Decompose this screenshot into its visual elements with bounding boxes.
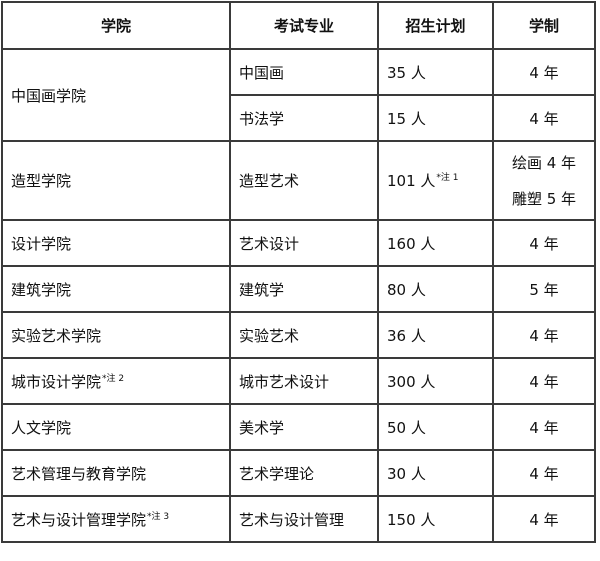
table-row: 艺术管理与教育学院 艺术学理论 30 人 4 年 <box>1 449 596 497</box>
plan-cell: 80 人 <box>377 265 494 313</box>
duration-cell: 4 年 <box>492 357 596 405</box>
major-cell-text: 城市艺术设计 <box>239 372 330 391</box>
table-row: 建筑学院 建筑学 80 人 5 年 <box>1 265 596 313</box>
duration-cell-text: 5 年 <box>529 280 559 299</box>
major-cell-text: 中国画 <box>239 63 285 82</box>
major-cell: 书法学 <box>229 94 379 142</box>
duration-cell: 4 年 <box>492 449 596 497</box>
college-cell: 设计学院 <box>1 219 231 267</box>
header-duration: 学制 <box>492 1 596 50</box>
duration-cell-text: 4 年 <box>529 326 559 345</box>
plan-cell-text: 15 人 <box>387 109 426 128</box>
duration-cell: 4 年 <box>492 94 596 142</box>
plan-cell-text: 101 人 <box>387 172 436 190</box>
table-row: 中国画学院 中国画 35 人 4 年 <box>1 48 596 142</box>
plan-cell: 36 人 <box>377 311 494 359</box>
college-cell-text: 实验艺术学院 <box>11 326 102 345</box>
major-cell-text: 艺术设计 <box>239 234 300 253</box>
duration-cell-text: 4 年 <box>529 109 559 128</box>
plan-cell: 15 人 <box>377 94 494 142</box>
major-cell-text: 书法学 <box>239 109 285 128</box>
plan-cell-text: 300 人 <box>387 372 436 391</box>
college-cell: 人文学院 <box>1 403 231 451</box>
plan-cell-text: 150 人 <box>387 510 436 529</box>
table-row: 人文学院 美术学 50 人 4 年 <box>1 403 596 451</box>
college-cell: 艺术管理与教育学院 <box>1 449 231 497</box>
major-cell-text: 美术学 <box>239 418 285 437</box>
major-cell-text: 实验艺术 <box>239 326 300 345</box>
major-cell-text: 建筑学 <box>239 280 285 299</box>
major-cell: 美术学 <box>229 403 379 451</box>
college-cell: 实验艺术学院 <box>1 311 231 359</box>
plan-cell-text: 36 人 <box>387 326 426 345</box>
major-cell: 城市艺术设计 <box>229 357 379 405</box>
duration-cell: 5 年 <box>492 265 596 313</box>
plan-cell-text: 80 人 <box>387 280 426 299</box>
plan-cell: 160 人 <box>377 219 494 267</box>
duration-cell: 4 年 <box>492 219 596 267</box>
college-cell: 城市设计学院*注 2 <box>1 357 231 405</box>
table-row: 书法学 15 人 4 年 <box>2 94 596 142</box>
major-cell: 艺术与设计管理 <box>229 495 379 543</box>
duration-cell: 4 年 <box>492 403 596 451</box>
college-cell-text: 城市设计学院 <box>11 372 102 391</box>
header-major: 考试专业 <box>229 1 379 50</box>
footnote-marker: *注 3 <box>147 511 170 522</box>
plan-cell: 300 人 <box>377 357 494 405</box>
table-row: 造型学院 造型艺术 101 人*注 1 绘画 4 年雕塑 5 年 <box>1 140 596 221</box>
duration-cell-text: 4 年 <box>529 234 559 253</box>
college-cell-text: 建筑学院 <box>11 280 72 299</box>
duration-cell-text: 4 年 <box>529 464 559 483</box>
duration-cell-text: 4 年 <box>529 510 559 529</box>
plan-cell: 101 人*注 1 <box>377 140 494 221</box>
table-row: 艺术与设计管理学院*注 3 艺术与设计管理 150 人 4 年 <box>1 495 596 543</box>
plan-cell-text: 35 人 <box>387 63 426 82</box>
plan-cell-text: 30 人 <box>387 464 426 483</box>
major-cell-text: 艺术与设计管理 <box>239 510 345 529</box>
major-cell-text: 造型艺术 <box>239 172 300 190</box>
college-cell: 建筑学院 <box>1 265 231 313</box>
table-row: 城市设计学院*注 2 城市艺术设计 300 人 4 年 <box>1 357 596 405</box>
college-cell-text: 人文学院 <box>11 418 72 437</box>
plan-cell: 150 人 <box>377 495 494 543</box>
college-cell-text: 造型学院 <box>11 172 72 190</box>
table-row: 设计学院 艺术设计 160 人 4 年 <box>1 219 596 267</box>
header-row: 学院 考试专业 招生计划 学制 <box>1 1 596 50</box>
header-plan: 招生计划 <box>377 1 494 50</box>
college-cell: 中国画学院 <box>1 48 231 142</box>
major-cell: 中国画 <box>229 48 379 96</box>
major-cell: 建筑学 <box>229 265 379 313</box>
college-cell-text: 中国画学院 <box>11 86 87 105</box>
table-row: 实验艺术学院 实验艺术 36 人 4 年 <box>1 311 596 359</box>
college-cell: 造型学院 <box>1 140 231 221</box>
duration-cell: 4 年 <box>492 311 596 359</box>
college-cell: 艺术与设计管理学院*注 3 <box>1 495 231 543</box>
plan-cell: 35 人 <box>377 48 494 96</box>
duration-cell: 4 年 <box>492 495 596 543</box>
college-cell-text: 艺术与设计管理学院 <box>11 510 147 529</box>
duration-cell-text: 4 年 <box>529 63 559 82</box>
header-college: 学院 <box>1 1 231 50</box>
duration-cell-text: 4 年 <box>529 418 559 437</box>
duration-text: 雕塑 5 年 <box>511 189 577 208</box>
duration-cell-text: 4 年 <box>529 372 559 391</box>
duration-cell: 4 年 <box>492 48 596 96</box>
footnote-marker: *注 2 <box>102 373 125 384</box>
duration-text: 绘画 4 年 <box>511 153 577 172</box>
duration-cell: 绘画 4 年雕塑 5 年 <box>492 140 596 221</box>
plan-cell-text: 160 人 <box>387 234 436 253</box>
college-cell-text: 设计学院 <box>11 234 72 253</box>
plan-cell-text: 50 人 <box>387 418 426 437</box>
major-cell: 艺术设计 <box>229 219 379 267</box>
major-cell-text: 艺术学理论 <box>239 464 315 483</box>
college-cell-text: 艺术管理与教育学院 <box>11 464 147 483</box>
major-cell: 造型艺术 <box>229 140 379 221</box>
major-cell: 实验艺术 <box>229 311 379 359</box>
footnote-marker: *注 1 <box>436 173 459 183</box>
plan-cell: 30 人 <box>377 449 494 497</box>
major-cell: 艺术学理论 <box>229 449 379 497</box>
plan-cell: 50 人 <box>377 403 494 451</box>
